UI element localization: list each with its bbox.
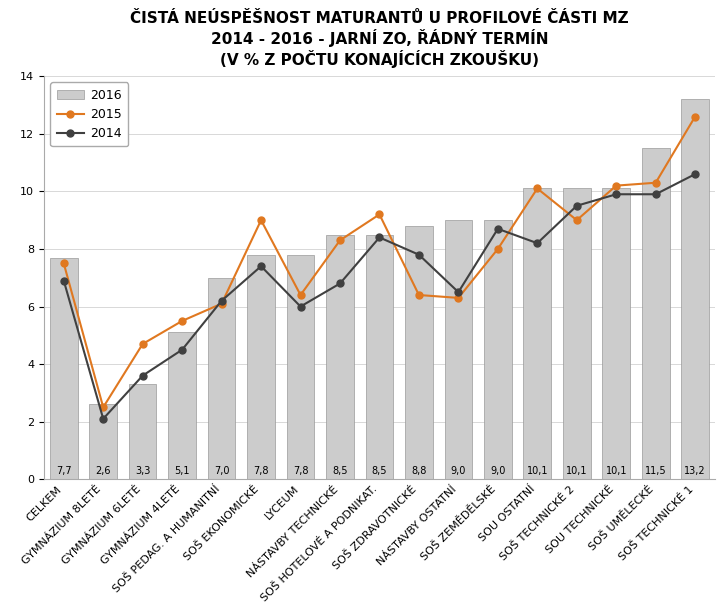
Bar [50, 258, 78, 479]
Bar [405, 226, 433, 479]
Text: 10,1: 10,1 [526, 466, 548, 476]
Bar [168, 333, 196, 479]
Text: 13,2: 13,2 [685, 466, 706, 476]
Text: 7,8: 7,8 [293, 466, 309, 476]
Bar [444, 220, 472, 479]
Text: 9,0: 9,0 [451, 466, 466, 476]
Text: 10,1: 10,1 [605, 466, 627, 476]
Bar [89, 405, 117, 479]
Bar [642, 148, 669, 479]
Bar [248, 255, 275, 479]
Text: 11,5: 11,5 [645, 466, 666, 476]
Text: 3,3: 3,3 [135, 466, 150, 476]
Bar [523, 188, 551, 479]
Bar [603, 188, 630, 479]
Text: 7,8: 7,8 [253, 466, 269, 476]
Text: 8,5: 8,5 [333, 466, 348, 476]
Bar [366, 234, 393, 479]
Text: 8,5: 8,5 [372, 466, 387, 476]
Bar [563, 188, 590, 479]
Text: 8,8: 8,8 [411, 466, 427, 476]
Text: 9,0: 9,0 [490, 466, 505, 476]
Bar [484, 220, 512, 479]
Bar [681, 99, 709, 479]
Legend: 2016, 2015, 2014: 2016, 2015, 2014 [50, 82, 129, 146]
Bar [208, 278, 235, 479]
Bar [326, 234, 354, 479]
Bar [287, 255, 314, 479]
Title: ČISTÁ NEÚSPĚŠNOST MATURANTŮ U PROFILOVÉ ČÁSTI MZ
2014 - 2016 - JARNÍ ZO, ŘÁDNÝ T: ČISTÁ NEÚSPĚŠNOST MATURANTŮ U PROFILOVÉ … [130, 11, 629, 68]
Text: 2,6: 2,6 [95, 466, 111, 476]
Text: 10,1: 10,1 [566, 466, 587, 476]
Text: 5,1: 5,1 [174, 466, 190, 476]
Text: 7,0: 7,0 [214, 466, 229, 476]
Bar [129, 384, 157, 479]
Text: 7,7: 7,7 [56, 466, 72, 476]
